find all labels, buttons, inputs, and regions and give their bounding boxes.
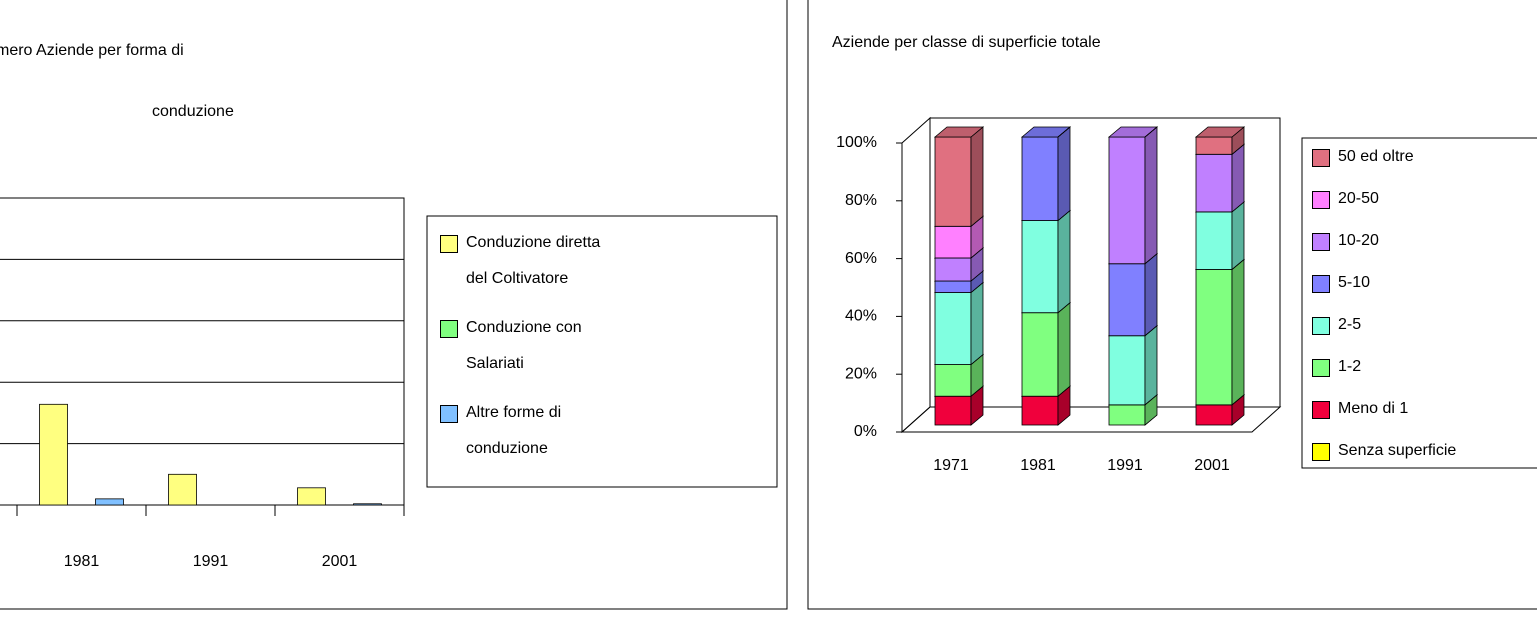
y-tick-label: 40% bbox=[845, 308, 877, 325]
y-tick-label: 80% bbox=[845, 192, 877, 209]
bar-segment bbox=[934, 395, 972, 426]
legend-label: 2-5 bbox=[1338, 316, 1362, 333]
legend-label: 5-10 bbox=[1338, 274, 1371, 291]
bar-segment bbox=[1195, 404, 1233, 426]
legend-label: 1-2 bbox=[1338, 358, 1362, 375]
bar-segment-side bbox=[1057, 301, 1071, 398]
bar-segment bbox=[1021, 312, 1059, 397]
bar-segment bbox=[1108, 335, 1146, 406]
x-tick-label: 1981 bbox=[1020, 457, 1056, 474]
bar bbox=[95, 498, 124, 506]
legend-item: 5-10 bbox=[1312, 265, 1498, 301]
back-wall bbox=[901, 116, 931, 434]
x-tick-label: 1981 bbox=[64, 553, 100, 570]
bar bbox=[39, 403, 68, 506]
legend-swatch bbox=[1312, 233, 1330, 251]
x-tick-label: 1991 bbox=[1107, 457, 1143, 474]
bar-segment-side bbox=[970, 126, 984, 228]
x-tick-label: 1991 bbox=[193, 553, 229, 570]
floor bbox=[900, 406, 1282, 433]
legend-swatch bbox=[440, 320, 458, 338]
y-tick-label: 20% bbox=[845, 365, 877, 382]
bar-segment bbox=[1108, 404, 1146, 426]
legend-item: 20-50 bbox=[1312, 181, 1498, 217]
bar-segment-side bbox=[1231, 201, 1245, 271]
legend-item: Conduzione con Salariati bbox=[440, 310, 626, 382]
legend-swatch bbox=[1312, 359, 1330, 377]
bar-segment bbox=[934, 292, 972, 365]
left-panel bbox=[0, 0, 788, 610]
bar bbox=[353, 503, 382, 506]
legend-item: 1-2 bbox=[1312, 349, 1498, 385]
legend-label: 10-20 bbox=[1338, 232, 1379, 249]
left-legend-box bbox=[426, 215, 778, 488]
legend-swatch bbox=[1312, 401, 1330, 419]
x-tick-label: 2001 bbox=[322, 553, 358, 570]
bar-segment-side bbox=[1144, 126, 1158, 138]
legend-item: Conduzione diretta del Coltivatore bbox=[440, 225, 626, 297]
bar-segment bbox=[934, 257, 972, 282]
legend-item: Senza superficie bbox=[1312, 433, 1498, 469]
bar-segment bbox=[1195, 153, 1233, 213]
legend-label: Conduzione con Salariati bbox=[466, 319, 582, 372]
bar-segment bbox=[1021, 395, 1059, 426]
bar-segment-side bbox=[1057, 209, 1071, 314]
legend-swatch bbox=[1312, 317, 1330, 335]
right-panel bbox=[807, 0, 1537, 610]
legend-item: 50 ed oltre bbox=[1312, 139, 1498, 175]
legend-swatch bbox=[1312, 443, 1330, 461]
bar-segment-side bbox=[970, 281, 984, 366]
right-legend-box bbox=[1301, 137, 1537, 469]
x-tick-label: 2001 bbox=[1194, 457, 1230, 474]
legend-label: Conduzione diretta del Coltivatore bbox=[466, 234, 601, 287]
bar-segment bbox=[1195, 211, 1233, 270]
bar-segment bbox=[1021, 136, 1059, 221]
bar-segment bbox=[1108, 136, 1146, 265]
y-tick-label: 100% bbox=[836, 134, 877, 151]
legend-swatch bbox=[440, 235, 458, 253]
bar-segment bbox=[934, 225, 972, 259]
legend-item: Meno di 1 bbox=[1312, 391, 1498, 427]
bar-segment-side bbox=[1057, 126, 1071, 138]
legend-item: 10-20 bbox=[1312, 223, 1498, 259]
x-tick-label: 1971 bbox=[933, 457, 969, 474]
legend-label: 50 ed oltre bbox=[1338, 148, 1414, 165]
legend-label: Senza superficie bbox=[1338, 442, 1457, 459]
bar-segment-side bbox=[1144, 324, 1158, 406]
chart-title: conduzione bbox=[152, 103, 234, 120]
bar-segment bbox=[934, 364, 972, 397]
y-tick-label: 0% bbox=[854, 423, 877, 440]
chart-title: Aziende per classe di superficie totale bbox=[832, 34, 1101, 51]
bar-segment bbox=[1195, 136, 1233, 155]
legend-label: Altre forme di conduzione bbox=[466, 404, 562, 457]
legend-swatch bbox=[440, 405, 458, 423]
bar-segment-side bbox=[1144, 252, 1158, 337]
legend-item: Altre forme di conduzione bbox=[440, 395, 626, 467]
legend-label: 20-50 bbox=[1338, 190, 1379, 207]
bar-segment-side bbox=[1231, 143, 1245, 213]
legend-swatch bbox=[1312, 275, 1330, 293]
bar-segment bbox=[934, 136, 972, 227]
bar-segment-top bbox=[1194, 126, 1246, 138]
bar-segment bbox=[1021, 220, 1059, 314]
bar-segment bbox=[1195, 269, 1233, 406]
bar-segment-side bbox=[1144, 126, 1158, 265]
legend-label: Meno di 1 bbox=[1338, 400, 1409, 417]
legend-swatch bbox=[1312, 191, 1330, 209]
bar-segment-side bbox=[1057, 126, 1071, 222]
bar bbox=[297, 487, 326, 506]
bar-segment-side bbox=[1231, 258, 1245, 406]
chart-title: mero Aziende per forma di bbox=[0, 42, 184, 59]
bar bbox=[168, 473, 197, 506]
legend-swatch bbox=[1312, 149, 1330, 167]
bar-segment bbox=[1108, 263, 1146, 337]
bar-segment-top bbox=[933, 126, 985, 138]
legend-item: 2-5 bbox=[1312, 307, 1498, 343]
y-tick-label: 60% bbox=[845, 250, 877, 267]
bar-segment bbox=[934, 280, 972, 293]
